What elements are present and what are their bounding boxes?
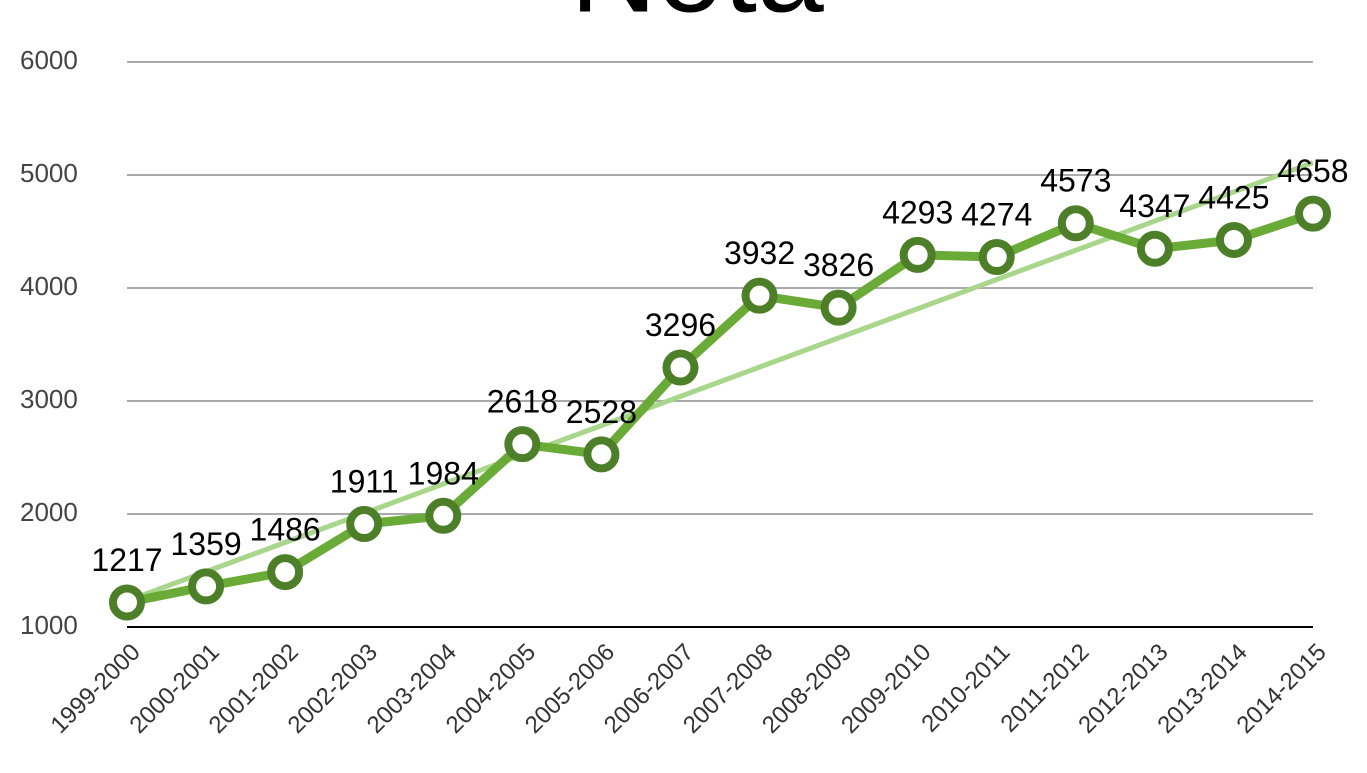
y-tick-label: 2000 — [20, 497, 78, 527]
data-label: 3296 — [645, 307, 716, 343]
data-label: 1486 — [250, 512, 321, 548]
y-tick-label: 5000 — [20, 158, 78, 188]
point — [899, 236, 936, 273]
data-label: 1359 — [170, 526, 241, 562]
data-label: 4658 — [1277, 153, 1348, 189]
point — [188, 568, 225, 605]
point — [662, 349, 699, 386]
point — [741, 277, 778, 314]
point — [978, 239, 1015, 276]
data-label: 4274 — [961, 196, 1032, 232]
point — [1136, 230, 1173, 267]
y-tick-label: 3000 — [20, 384, 78, 414]
y-tick-label: 6000 — [20, 45, 78, 75]
point — [346, 506, 383, 543]
point — [109, 584, 145, 621]
data-label: 1911 — [330, 464, 399, 500]
data-label: 1217 — [91, 542, 162, 578]
point — [267, 554, 304, 591]
data-label: 3932 — [724, 235, 795, 271]
point — [820, 289, 857, 326]
data-label: 2618 — [487, 384, 558, 420]
data-label: 4573 — [1040, 163, 1111, 199]
data-label: 4293 — [882, 194, 953, 230]
point — [1295, 195, 1331, 232]
data-label: 3826 — [803, 247, 874, 283]
point — [504, 426, 541, 463]
point — [425, 497, 462, 534]
data-label: 1984 — [408, 455, 479, 491]
data-label: 4425 — [1198, 179, 1269, 215]
point — [583, 436, 620, 473]
series-line — [126, 209, 1315, 607]
point — [1215, 221, 1252, 258]
data-label: 2528 — [566, 394, 637, 430]
y-tick-label: 4000 — [20, 271, 78, 301]
data-label: 4347 — [1119, 188, 1190, 224]
y-tick-label: 1000 — [20, 610, 78, 640]
point — [1057, 205, 1094, 242]
chart-title: Nota — [570, 0, 824, 38]
